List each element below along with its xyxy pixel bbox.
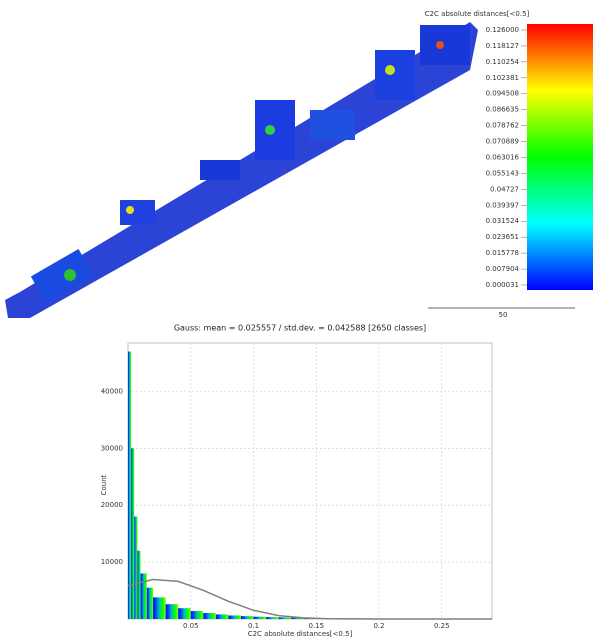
colorbar-tick-label: 0.031524: [486, 217, 520, 225]
y-tick-label: 40000: [101, 387, 123, 395]
histogram-bar: [240, 616, 254, 619]
y-tick-label: 20000: [101, 501, 123, 509]
histogram-bar: [153, 597, 166, 619]
colorbar-tick-label: 0.086635: [486, 106, 519, 114]
histogram-bar: [165, 604, 179, 619]
colorbar-tick-label: 0.015778: [486, 249, 519, 257]
histogram-bar: [291, 617, 304, 619]
histogram-bar: [134, 516, 138, 619]
x-tick-label: 0.15: [308, 622, 324, 630]
histogram-bar: [278, 617, 292, 619]
colorbar-tick-label: 0.102381: [486, 74, 519, 82]
y-axis-label: Count: [100, 474, 108, 495]
point-cloud: [5, 22, 478, 318]
colorbar-tick-label: 0.070889: [486, 138, 519, 146]
histogram-bar: [137, 550, 141, 619]
y-tick-label: 30000: [101, 444, 123, 452]
colorbar-tick-label: 0.055143: [486, 169, 519, 177]
y-tick-label: 10000: [101, 558, 123, 566]
chart-title: Gauss: mean = 0.025557 / std.dev. = 0.04…: [174, 324, 426, 333]
colorbar: [527, 24, 593, 290]
colorbar-tick-label: 0.078762: [486, 122, 519, 130]
x-tick-label: 0.25: [434, 622, 450, 630]
gauss-curve: [127, 578, 493, 620]
histogram-bar: [128, 351, 132, 619]
histogram-bar: [266, 617, 279, 619]
colorbar-tick-label: 0.007904: [486, 265, 520, 273]
colorbar-title: C2C absolute distances[<0.5]: [425, 10, 530, 18]
histogram-bar: [215, 614, 229, 619]
histogram-bar: [146, 587, 154, 619]
colorbar-tick-label: 0.118127: [486, 42, 519, 50]
plot-area: [127, 342, 493, 620]
colorbar-tick-label: 0.110254: [486, 58, 520, 66]
colorbar-tick-label: 0.094508: [486, 90, 519, 98]
x-tick-label: 0.05: [183, 622, 199, 630]
scale-label: 50: [499, 311, 508, 319]
histogram-bar: [203, 613, 216, 619]
x-tick-label: 0.1: [248, 622, 259, 630]
colorbar-tick-label: 0.126000: [486, 26, 519, 34]
colorbar-tick-label: 0.063016: [486, 153, 520, 161]
histogram-bar: [253, 616, 267, 619]
colorbar-tick-label: 0.04727: [490, 185, 519, 193]
colorbar-tick-label: 0.039397: [486, 201, 519, 209]
colorbar-tick-label: 0.023651: [486, 233, 519, 241]
x-tick-label: 0.2: [373, 622, 384, 630]
histogram-bar: [140, 573, 147, 619]
colorbar-tick-label: 0.000031: [486, 281, 519, 289]
histogram-bar: [131, 448, 135, 619]
histogram-bar: [228, 615, 241, 619]
histogram-bar: [190, 611, 204, 619]
x-axis-label: C2C absolute distances[<0.5]: [248, 630, 353, 638]
histogram-bar: [178, 608, 191, 619]
